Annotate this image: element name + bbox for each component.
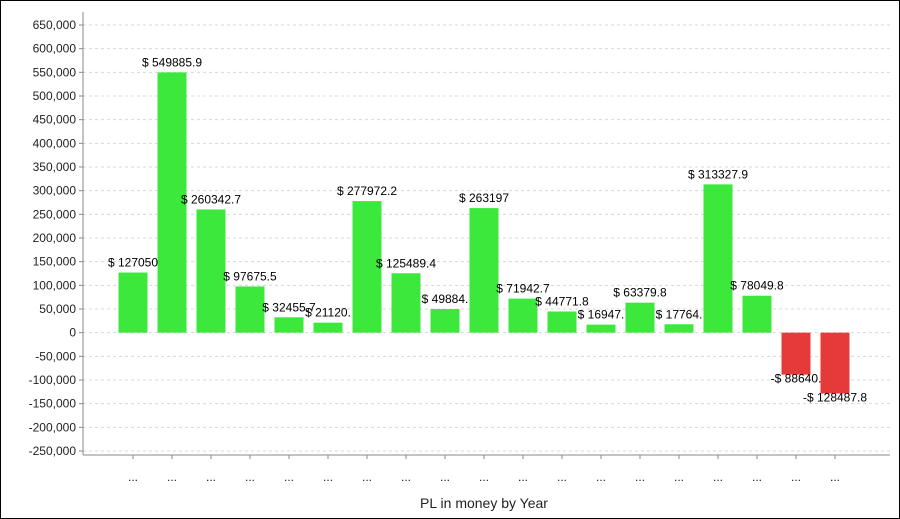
category-labels: ........................................… [128,455,840,484]
data-label: $ 78049.8 [730,279,784,293]
category-label: ... [167,470,177,484]
y-tick-label: 50,000 [39,302,76,316]
axes [82,12,890,456]
category-label: ... [557,470,567,484]
bar [625,302,655,333]
bar [469,208,499,333]
data-label: $ 71942.7 [496,282,550,296]
y-tick-label: 400,000 [33,136,77,150]
bar [313,322,343,333]
bar [352,201,382,333]
data-label: $ 21120. [305,306,351,320]
data-label: $ 16947. [578,308,625,322]
bar [508,298,538,333]
y-tick-label: 250,000 [33,207,77,221]
y-tick-label: -200,000 [29,420,77,434]
y-tick-label: 0 [69,326,76,340]
y-tick-label: 150,000 [33,255,77,269]
bar [391,273,421,333]
data-label: $ 313327.9 [688,167,748,181]
y-tick-label: 200,000 [33,231,77,245]
category-label: ... [635,470,645,484]
data-label: $ 44771.8 [535,294,589,308]
category-label: ... [479,470,489,484]
bar [781,332,811,375]
data-label: $ 260342.7 [181,192,241,206]
data-label: $ 263197 [459,191,509,205]
category-label: ... [791,470,801,484]
data-labels: $ 127050 $ 549885.9 $ 260342.7 $ 97675.5 $ 3… [108,55,867,404]
category-label: ... [518,470,528,484]
y-tick-label: 600,000 [33,42,77,56]
bar [547,311,577,333]
data-label: -$ 128487.8 [803,390,867,404]
bar [157,72,187,333]
data-label: $ 125489.4 [376,256,436,270]
category-label: ... [323,470,333,484]
bar [118,272,148,333]
data-label: $ 97675.5 [223,269,277,283]
bar [703,184,733,333]
bar [586,324,616,333]
category-label: ... [362,470,372,484]
y-tick-label: 350,000 [33,160,77,174]
category-label: ... [752,470,762,484]
data-label: $ 549885.9 [142,55,202,69]
y-tick-label: 100,000 [33,278,77,292]
y-tick-label: 550,000 [33,65,77,79]
category-label: ... [674,470,684,484]
data-label: $ 63379.8 [613,286,667,300]
y-tick-label: -100,000 [29,373,77,387]
data-label: $ 17764. [656,307,703,321]
data-label: $ 277972.2 [337,184,397,198]
category-label: ... [830,470,840,484]
category-label: ... [128,470,138,484]
x-axis-title: PL in money by Year [420,495,548,511]
y-tick-label: 300,000 [33,184,77,198]
data-label: -$ 88640. [771,372,822,386]
bar [664,324,694,333]
y-tick-label: -250,000 [29,444,77,458]
bar [274,317,304,333]
data-label: $ 127050 [108,256,158,270]
y-tick-label: 650,000 [33,18,77,32]
y-tick-label: 450,000 [33,113,77,127]
category-label: ... [401,470,411,484]
y-tick-labels: 650,000 600,000 550,000 500,000 450,000 400,0… [29,18,77,458]
y-tick-label: 500,000 [33,89,77,103]
bar [820,332,850,394]
category-label: ... [440,470,450,484]
bars [118,72,850,394]
data-label: $ 49884. [422,292,469,306]
y-tick-label: -150,000 [29,397,77,411]
data-label: $ 32455.7 [262,300,316,314]
category-label: ... [206,470,216,484]
category-label: ... [284,470,294,484]
category-label: ... [713,470,723,484]
bar [742,295,772,333]
y-tick-label: -50,000 [35,349,76,363]
bar [196,209,226,333]
bar [235,286,265,333]
category-label: ... [596,470,606,484]
bar [430,309,460,333]
category-label: ... [245,470,255,484]
